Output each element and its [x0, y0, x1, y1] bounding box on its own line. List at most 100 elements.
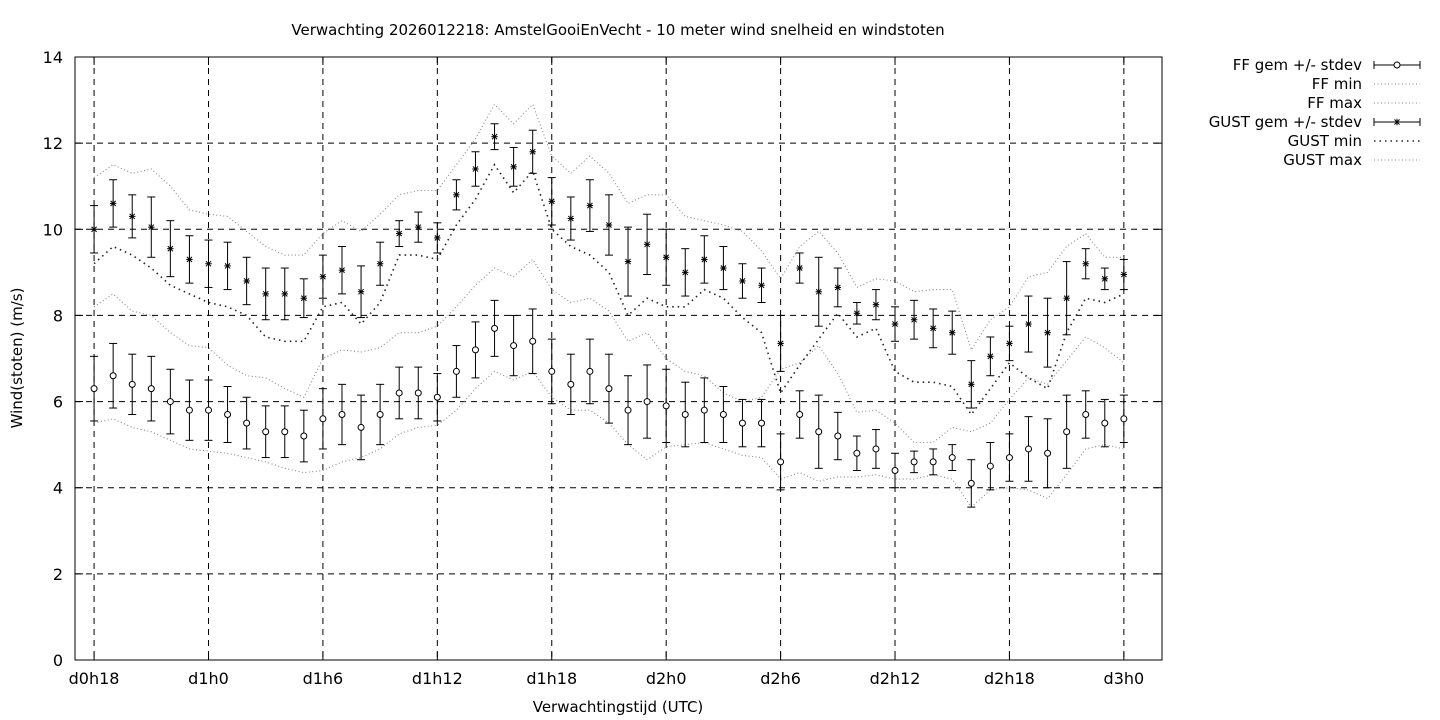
errorbar-point-gust-gem-stdev: [1043, 297, 1052, 368]
legend-item-ff-min: FF min: [1312, 75, 1420, 93]
errorbar-point-ff-gem-stdev: [90, 355, 99, 422]
errorbar-point-ff-gem-stdev: [1005, 433, 1014, 482]
errorbar-point-ff-gem-stdev: [1119, 394, 1128, 443]
errorbar-point-ff-gem-stdev: [1043, 418, 1052, 489]
y-tick-label: 14: [43, 48, 63, 67]
axis-ticks: 0 2 4 6 8 10 12 14 d0h18 d1h0 d1h6 d1h12 d1h18 d2h0 d2…: [43, 48, 1162, 688]
errorbar-point-ff-gem-stdev: [662, 368, 671, 443]
legend-item-ff-max: FF max: [1307, 94, 1420, 112]
errorbar-point-ff-gem-stdev: [357, 394, 366, 461]
errorbar-point-gust-gem-stdev: [452, 179, 461, 211]
errorbar-point-gust-gem-stdev: [318, 254, 327, 299]
errorbar-point-ff-gem-stdev: [280, 405, 289, 459]
errorbar-point-gust-gem-stdev: [509, 146, 518, 187]
svg-text:FF max: FF max: [1307, 94, 1362, 112]
errorbar-point-gust-gem-stdev: [566, 196, 575, 241]
x-tick-label: d0h18: [69, 669, 120, 688]
errorbar-point-gust-gem-stdev: [109, 179, 118, 228]
errorbar-point-ff-gem-stdev: [223, 385, 232, 443]
errorbar-point-ff-gem-stdev: [204, 379, 213, 441]
errorbar-point-ff-gem-stdev: [1024, 416, 1033, 482]
errorbar-point-ff-gem-stdev: [814, 394, 823, 469]
errorbar-point-ff-gem-stdev: [261, 405, 270, 459]
series-line-gust-max: [93, 103, 1124, 352]
errorbar-point-gust-gem-stdev: [280, 267, 289, 321]
errorbar-point-ff-gem-stdev: [681, 381, 690, 448]
y-tick-label: 6: [53, 393, 63, 412]
errorbar-point-gust-gem-stdev: [204, 239, 213, 288]
errorbar-point-gust-gem-stdev: [948, 310, 957, 355]
errorbar-point-ff-gem-stdev: [833, 411, 842, 461]
min-max-bands: [93, 103, 1125, 508]
errorbar-point-gust-gem-stdev: [337, 246, 346, 295]
errorbar-point-gust-gem-stdev: [414, 211, 423, 243]
svg-text:FF gem +/- stdev: FF gem +/- stdev: [1233, 56, 1362, 74]
errorbar-point-gust-gem-stdev: [1081, 248, 1090, 280]
errorbar-point-gust-gem-stdev: [967, 360, 976, 409]
errorbar-point-gust-gem-stdev: [700, 235, 709, 284]
errorbar-point-ff-gem-stdev: [471, 321, 480, 379]
errorbar-point-gust-gem-stdev: [910, 299, 919, 340]
y-tick-label: 4: [53, 479, 63, 498]
errorbar-point-ff-gem-stdev: [852, 435, 861, 471]
errorbar-point-gust-gem-stdev: [1005, 325, 1014, 362]
errorbar-point-ff-gem-stdev: [738, 398, 747, 448]
x-tick-label: d1h12: [412, 669, 463, 688]
errorbar-point-ff-gem-stdev: [910, 450, 919, 474]
errorbar-point-gust-gem-stdev: [795, 252, 804, 284]
errorbar-point-gust-gem-stdev: [376, 241, 385, 286]
errorbar-point-gust-gem-stdev: [757, 267, 766, 304]
errorbar-point-gust-gem-stdev: [223, 241, 232, 291]
errorbar-point-ff-gem-stdev: [566, 353, 575, 415]
y-tick-label: 0: [53, 651, 63, 670]
errorbar-point-ff-gem-stdev: [1062, 394, 1071, 469]
errorbar-point-gust-gem-stdev: [681, 248, 690, 297]
x-tick-label: d2h12: [870, 669, 921, 688]
errorbar-point-gust-gem-stdev: [929, 308, 938, 349]
errorbar-point-ff-gem-stdev: [795, 390, 804, 439]
errorbar-point-ff-gem-stdev: [452, 345, 461, 398]
errorbar-point-gust-gem-stdev: [776, 314, 785, 372]
chart-title: Verwachting 2026012218: AmstelGooiEnVech…: [291, 21, 944, 39]
errorbar-point-ff-gem-stdev: [509, 314, 518, 377]
errorbar-point-ff-gem-stdev: [242, 396, 251, 450]
errorbar-point-ff-gem-stdev: [719, 385, 728, 443]
legend-item-gust-gem-stdev: GUST gem +/- stdev: [1209, 113, 1421, 131]
errorbar-point-gust-gem-stdev: [624, 226, 633, 297]
errorbar-point-ff-gem-stdev: [757, 398, 766, 448]
errorbar-point-gust-gem-stdev: [1062, 261, 1071, 336]
grid-lines: [75, 57, 1162, 660]
x-tick-label: d2h0: [646, 669, 687, 688]
y-tick-label: 2: [53, 565, 63, 584]
errorbar-point-ff-gem-stdev: [700, 377, 709, 443]
errorbar-point-gust-gem-stdev: [585, 179, 594, 232]
y-axis-label: Wind(stoten) (m/s): [8, 288, 26, 429]
errorbar-point-gust-gem-stdev: [147, 196, 156, 258]
x-tick-label: d2h6: [760, 669, 801, 688]
errorbar-point-gust-gem-stdev: [357, 265, 366, 319]
error-bars: [90, 123, 1128, 508]
errorbar-point-ff-gem-stdev: [1100, 398, 1109, 448]
errorbar-point-ff-gem-stdev: [929, 448, 938, 476]
errorbar-point-gust-gem-stdev: [738, 263, 747, 299]
errorbar-point-gust-gem-stdev: [852, 302, 861, 325]
svg-text:GUST min: GUST min: [1288, 132, 1362, 150]
errorbar-point-gust-gem-stdev: [128, 194, 137, 239]
errorbar-point-ff-gem-stdev: [624, 375, 633, 446]
errorbar-point-ff-gem-stdev: [585, 338, 594, 405]
errorbar-point-ff-gem-stdev: [337, 383, 346, 446]
errorbar-point-gust-gem-stdev: [185, 235, 194, 284]
errorbar-point-ff-gem-stdev: [128, 353, 137, 415]
errorbar-point-gust-gem-stdev: [719, 246, 728, 291]
errorbar-point-ff-gem-stdev: [604, 353, 613, 424]
errorbar-point-gust-gem-stdev: [814, 256, 823, 327]
errorbar-point-gust-gem-stdev: [242, 256, 251, 306]
svg-text:GUST gem +/- stdev: GUST gem +/- stdev: [1209, 113, 1362, 131]
errorbar-point-gust-gem-stdev: [90, 205, 99, 254]
errorbar-point-ff-gem-stdev: [185, 379, 194, 441]
errorbar-point-gust-gem-stdev: [433, 222, 442, 254]
errorbar-point-gust-gem-stdev: [471, 151, 480, 187]
svg-text:FF min: FF min: [1312, 75, 1362, 93]
